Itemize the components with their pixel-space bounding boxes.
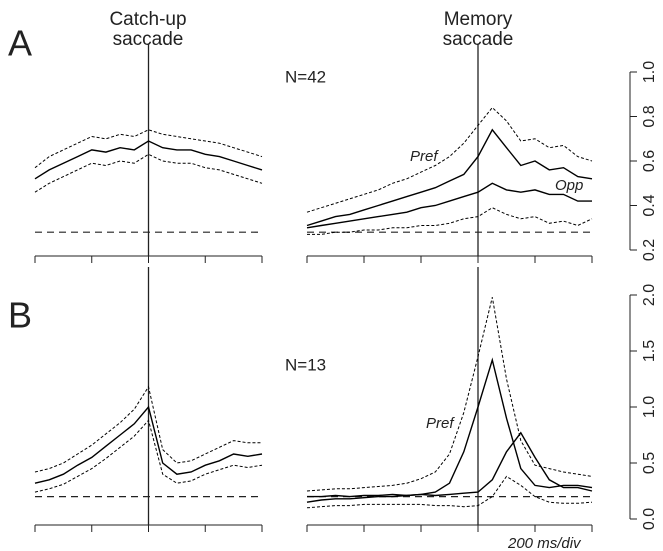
column-title: saccade <box>443 29 514 50</box>
y-tick-label: 1.0 <box>641 396 658 418</box>
error-line <box>34 153 263 193</box>
y-tick-label: 0.0 <box>641 508 658 530</box>
annotation: Opp <box>555 177 583 194</box>
mean-line <box>306 128 593 227</box>
error-line <box>34 129 263 169</box>
column-title: Memory <box>444 9 513 30</box>
error-line <box>306 106 593 213</box>
y-tick-label: 0.2 <box>641 239 658 261</box>
mean-line <box>306 357 593 503</box>
mean-line <box>306 182 592 229</box>
error-line <box>34 419 263 493</box>
y-tick-label: 0.8 <box>641 105 658 127</box>
annotation: Pref <box>426 415 455 432</box>
error-line <box>307 207 593 235</box>
column-title: saccade <box>113 29 184 50</box>
mean-line <box>34 140 263 180</box>
y-tick-label: 1.5 <box>641 340 658 362</box>
mean-line <box>307 431 593 498</box>
panel-letter: A <box>8 23 32 64</box>
y-tick-label: 0.6 <box>641 150 658 172</box>
annotation: Pref <box>410 148 439 165</box>
error-line <box>306 475 593 509</box>
y-tick-label: 2.0 <box>641 284 658 306</box>
y-tick-label: 0.4 <box>641 194 658 216</box>
error-line <box>306 297 593 492</box>
annotation: 200 ms/div <box>507 535 582 551</box>
y-tick-label: 0.5 <box>641 452 658 474</box>
panel-letter: B <box>8 295 32 336</box>
annotation: N=13 <box>285 355 326 374</box>
mean-line <box>34 405 263 484</box>
annotation: N=42 <box>285 67 326 86</box>
y-tick-label: 1.0 <box>641 61 658 83</box>
column-title: Catch-up <box>109 9 186 30</box>
error-line <box>34 385 262 473</box>
